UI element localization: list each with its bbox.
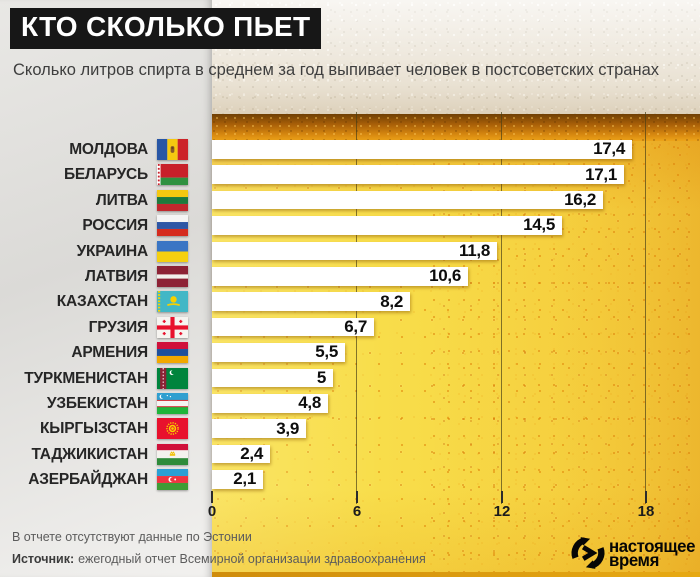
flag-armenia-icon (157, 342, 188, 364)
bar: 11,8 (212, 240, 497, 261)
flag-tajikistan-icon (157, 443, 188, 465)
bar-row: АЗЕРБАЙДЖАН 2,1 (0, 469, 700, 491)
bar: 16,2 (212, 190, 603, 210)
bar-value: 5 (316, 367, 326, 387)
axis-label-18: 18 (637, 503, 655, 520)
bar: 14,5 (212, 215, 562, 235)
bar-value: 4,8 (298, 393, 321, 413)
bar-row: МОЛДОВА 17,4 (0, 139, 700, 160)
bar-row: БЕЛАРУСЬ 17,1 (0, 164, 700, 186)
flag-belarus-icon (157, 164, 188, 186)
bar-value: 17,4 (593, 139, 625, 159)
flag-moldova-icon (157, 139, 188, 160)
bar-value: 3,9 (276, 418, 299, 438)
bar: 17,4 (212, 139, 632, 159)
bar-row: ТАДЖИКИСТАН 2,4 (0, 443, 700, 465)
bar: 6,7 (212, 317, 374, 337)
bar: 2,1 (212, 469, 263, 489)
bar: 8,2 (212, 292, 410, 311)
axis-tick-6 (356, 491, 358, 503)
left-panel (0, 0, 212, 577)
country-label: УКРАИНА (76, 242, 149, 260)
beer-bubbles-dense (430, 141, 700, 572)
country-label: ЛИТВА (95, 191, 148, 209)
country-label: МОЛДОВА (69, 141, 148, 158)
flag-russia-icon (157, 215, 188, 237)
flag-azerbaijan-icon (157, 469, 188, 491)
bar: 5 (212, 367, 333, 388)
bar-value: 16,2 (564, 190, 596, 210)
flag-turkmenistan-icon (157, 367, 188, 389)
source-line: Источник: ежегодный отчет Всемирной орган… (12, 552, 426, 566)
flag-lithuania-icon (157, 189, 188, 211)
page-title: КТО СКОЛЬКО ПЬЕТ (10, 8, 322, 49)
bar: 3,9 (212, 419, 306, 438)
footnote: В отчете отсутствуют данные по Эстонии (12, 530, 252, 544)
axis-label-12: 12 (493, 503, 511, 520)
bar: 10,6 (212, 266, 468, 286)
bar-row: ЛИТВА 16,2 (0, 189, 700, 211)
bar-value: 6,7 (344, 317, 367, 337)
circular-arrows-play-icon (570, 535, 606, 571)
bar-row: РОССИЯ 14,5 (0, 215, 700, 237)
axis-label-0: 0 (207, 503, 217, 520)
bar-value: 8,2 (380, 291, 403, 311)
bar: 17,1 (212, 165, 624, 184)
flag-ukraine-icon (157, 240, 188, 262)
bar-value: 2,1 (233, 469, 256, 489)
flag-kyrgyzstan-icon (157, 418, 188, 440)
country-label: ТУРКМЕНИСТАН (24, 369, 148, 387)
logo-text: настоящее время (609, 535, 696, 570)
gridline-12 (501, 112, 502, 504)
bar-row: ТУРКМЕНИСТАН 5 (0, 367, 700, 389)
source-label: Источник: (12, 552, 75, 566)
flag-latvia-icon (157, 266, 188, 287)
bar: 2,4 (212, 444, 270, 464)
bar-value: 14,5 (523, 215, 555, 235)
country-label: ТАДЖИКИСТАН (31, 445, 148, 463)
beer-amber-band (212, 114, 700, 141)
flag-uzbekistan-icon (157, 393, 188, 414)
country-label: ГРУЗИЯ (88, 318, 149, 336)
country-label: ЛАТВИЯ (84, 268, 148, 285)
country-label: АЗЕРБАЙДЖАН (28, 471, 148, 489)
country-label: РОССИЯ (82, 217, 148, 235)
subtitle: Сколько литров спирта в среднем за год в… (13, 61, 659, 79)
logo-line2: время (609, 550, 660, 570)
flag-kazakhstan-icon (157, 291, 188, 313)
bar-value: 17,1 (585, 164, 617, 184)
current-time-logo: настоящее время (570, 535, 699, 571)
bar-value: 2,4 (240, 444, 263, 464)
country-label: УЗБЕКИСТАН (46, 395, 148, 412)
source-text: ежегодный отчет Всемирной организации зд… (78, 552, 426, 566)
country-label: АРМЕНИЯ (71, 344, 148, 362)
country-label: КЫРГЫЗСТАН (40, 420, 148, 438)
axis-tick-12 (501, 491, 503, 503)
glass-bottom-edge (212, 572, 700, 577)
axis-tick-18 (645, 491, 647, 503)
bar: 4,8 (212, 393, 328, 413)
bar-value: 10,6 (429, 266, 461, 286)
bar-value: 11,8 (459, 240, 490, 260)
gridline-18 (645, 112, 646, 504)
logo-line1: настоящее (609, 535, 696, 556)
bar-row: ГРУЗИЯ 6,7 (0, 316, 700, 338)
bar-row: УЗБЕКИСТАН 4,8 (0, 393, 700, 414)
country-label: КАЗАХСТАН (56, 293, 148, 311)
bar-row: УКРАИНА 11,8 (0, 240, 700, 262)
bar-value: 5,5 (315, 342, 338, 362)
bar-row: ЛАТВИЯ 10,6 (0, 266, 700, 287)
bar-row: АРМЕНИЯ 5,5 (0, 342, 700, 364)
country-label: БЕЛАРУСЬ (63, 166, 148, 184)
bar: 5,5 (212, 342, 345, 362)
axis-tick-0 (211, 491, 213, 503)
flag-georgia-icon (157, 316, 188, 338)
axis-label-6: 6 (352, 503, 362, 520)
bar-row: КАЗАХСТАН 8,2 (0, 291, 700, 313)
bar-row: КЫРГЫЗСТАН 3,9 (0, 418, 700, 440)
